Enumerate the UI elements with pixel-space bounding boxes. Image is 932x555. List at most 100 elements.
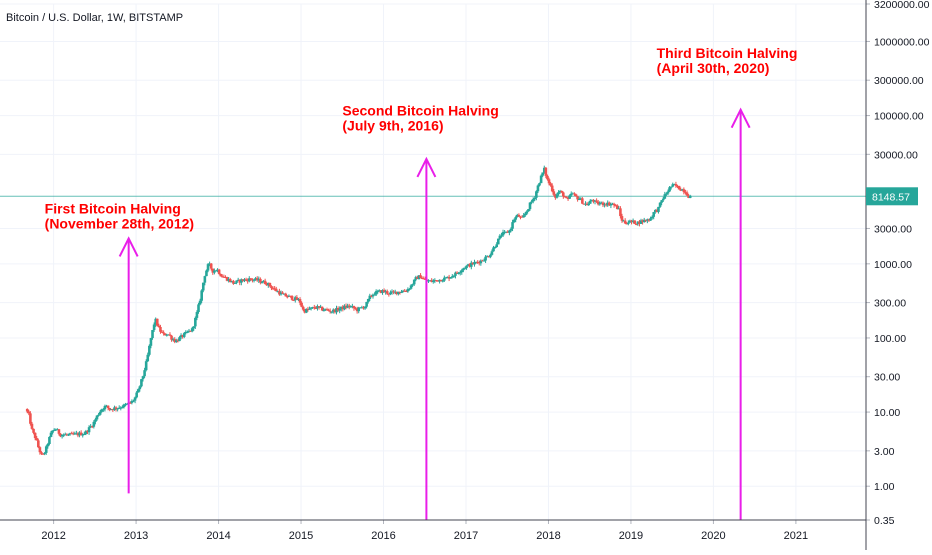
y-tick-label: 30.00 <box>874 372 900 384</box>
candle <box>60 434 64 437</box>
halving-label-line1: Second Bitcoin Halving <box>342 103 498 119</box>
candle <box>176 340 180 342</box>
candle <box>536 185 540 192</box>
candle <box>420 278 424 280</box>
candle <box>111 409 115 411</box>
candle <box>163 333 167 336</box>
candle <box>455 272 459 274</box>
candle <box>238 279 242 283</box>
candle <box>260 282 264 284</box>
candle <box>408 288 411 290</box>
candle <box>317 306 321 308</box>
candle <box>661 198 665 201</box>
candle <box>435 280 438 282</box>
candle <box>54 429 58 431</box>
candle <box>157 325 161 327</box>
candle <box>633 220 636 224</box>
candle <box>644 219 648 221</box>
candle <box>154 318 157 325</box>
candle <box>271 288 275 290</box>
candle <box>588 200 592 204</box>
y-tick-label: 1.00 <box>874 481 895 493</box>
candle <box>84 430 88 434</box>
candle <box>371 294 375 297</box>
candle <box>571 193 575 195</box>
candle <box>106 405 110 408</box>
candle <box>197 304 200 313</box>
candle <box>167 334 170 336</box>
candle <box>436 280 440 282</box>
y-tick-label: 30000.00 <box>874 149 918 161</box>
candle <box>236 279 240 281</box>
candle <box>246 279 249 282</box>
candle <box>612 203 616 206</box>
candle <box>562 192 565 197</box>
candle <box>630 220 633 222</box>
candle <box>449 277 453 279</box>
candle <box>37 440 40 448</box>
candle <box>273 288 276 290</box>
candle <box>170 335 173 340</box>
candle <box>355 308 359 312</box>
candle <box>596 201 600 205</box>
x-tick-label: 2020 <box>701 530 725 542</box>
candle <box>638 221 641 224</box>
candle <box>181 335 184 337</box>
candle <box>490 251 494 255</box>
candle <box>595 200 598 202</box>
candle <box>354 308 357 310</box>
candle <box>27 411 31 414</box>
y-tick-label: 300000.00 <box>874 75 924 87</box>
candle <box>466 264 470 266</box>
candle <box>41 453 45 455</box>
candle <box>516 214 519 218</box>
candle <box>254 278 257 280</box>
candle <box>625 223 629 225</box>
candle <box>608 202 611 206</box>
candle <box>433 280 437 282</box>
candle <box>533 197 537 200</box>
candle <box>550 185 554 192</box>
candle <box>308 308 311 310</box>
candle <box>56 429 59 431</box>
candle <box>389 292 392 295</box>
candle <box>86 430 89 433</box>
candle <box>76 433 80 436</box>
candle <box>198 300 202 305</box>
candle <box>244 279 248 281</box>
candle <box>484 256 487 261</box>
candle <box>531 199 535 202</box>
candle <box>603 204 606 206</box>
candle <box>324 309 327 311</box>
candle <box>78 432 81 436</box>
candle <box>333 309 337 313</box>
candle <box>98 411 102 415</box>
candle <box>496 238 500 245</box>
y-tick-label: 3200000.00 <box>874 0 930 11</box>
chart-title: Bitcoin / U.S. Dollar, 1W, BITSTAMP <box>6 12 184 24</box>
annotations: First Bitcoin Halving(November 28th, 201… <box>45 45 797 520</box>
candle <box>419 275 422 279</box>
y-tick-label: 3.00 <box>874 446 895 458</box>
candle <box>411 284 414 286</box>
candle <box>506 231 510 233</box>
candle <box>249 278 253 280</box>
candle <box>546 175 549 180</box>
candle <box>577 199 581 201</box>
candle <box>547 179 551 184</box>
candle <box>443 277 446 281</box>
candle <box>316 306 319 309</box>
candle <box>649 218 652 221</box>
candle <box>189 330 192 332</box>
candle <box>178 337 181 342</box>
candle <box>230 280 234 282</box>
candle <box>290 296 294 300</box>
candle <box>465 265 468 269</box>
candle <box>365 301 368 307</box>
candle <box>95 415 99 420</box>
candle <box>401 290 405 293</box>
candle <box>581 198 584 204</box>
candle <box>35 438 39 441</box>
candle <box>228 279 232 282</box>
candle <box>343 305 346 310</box>
